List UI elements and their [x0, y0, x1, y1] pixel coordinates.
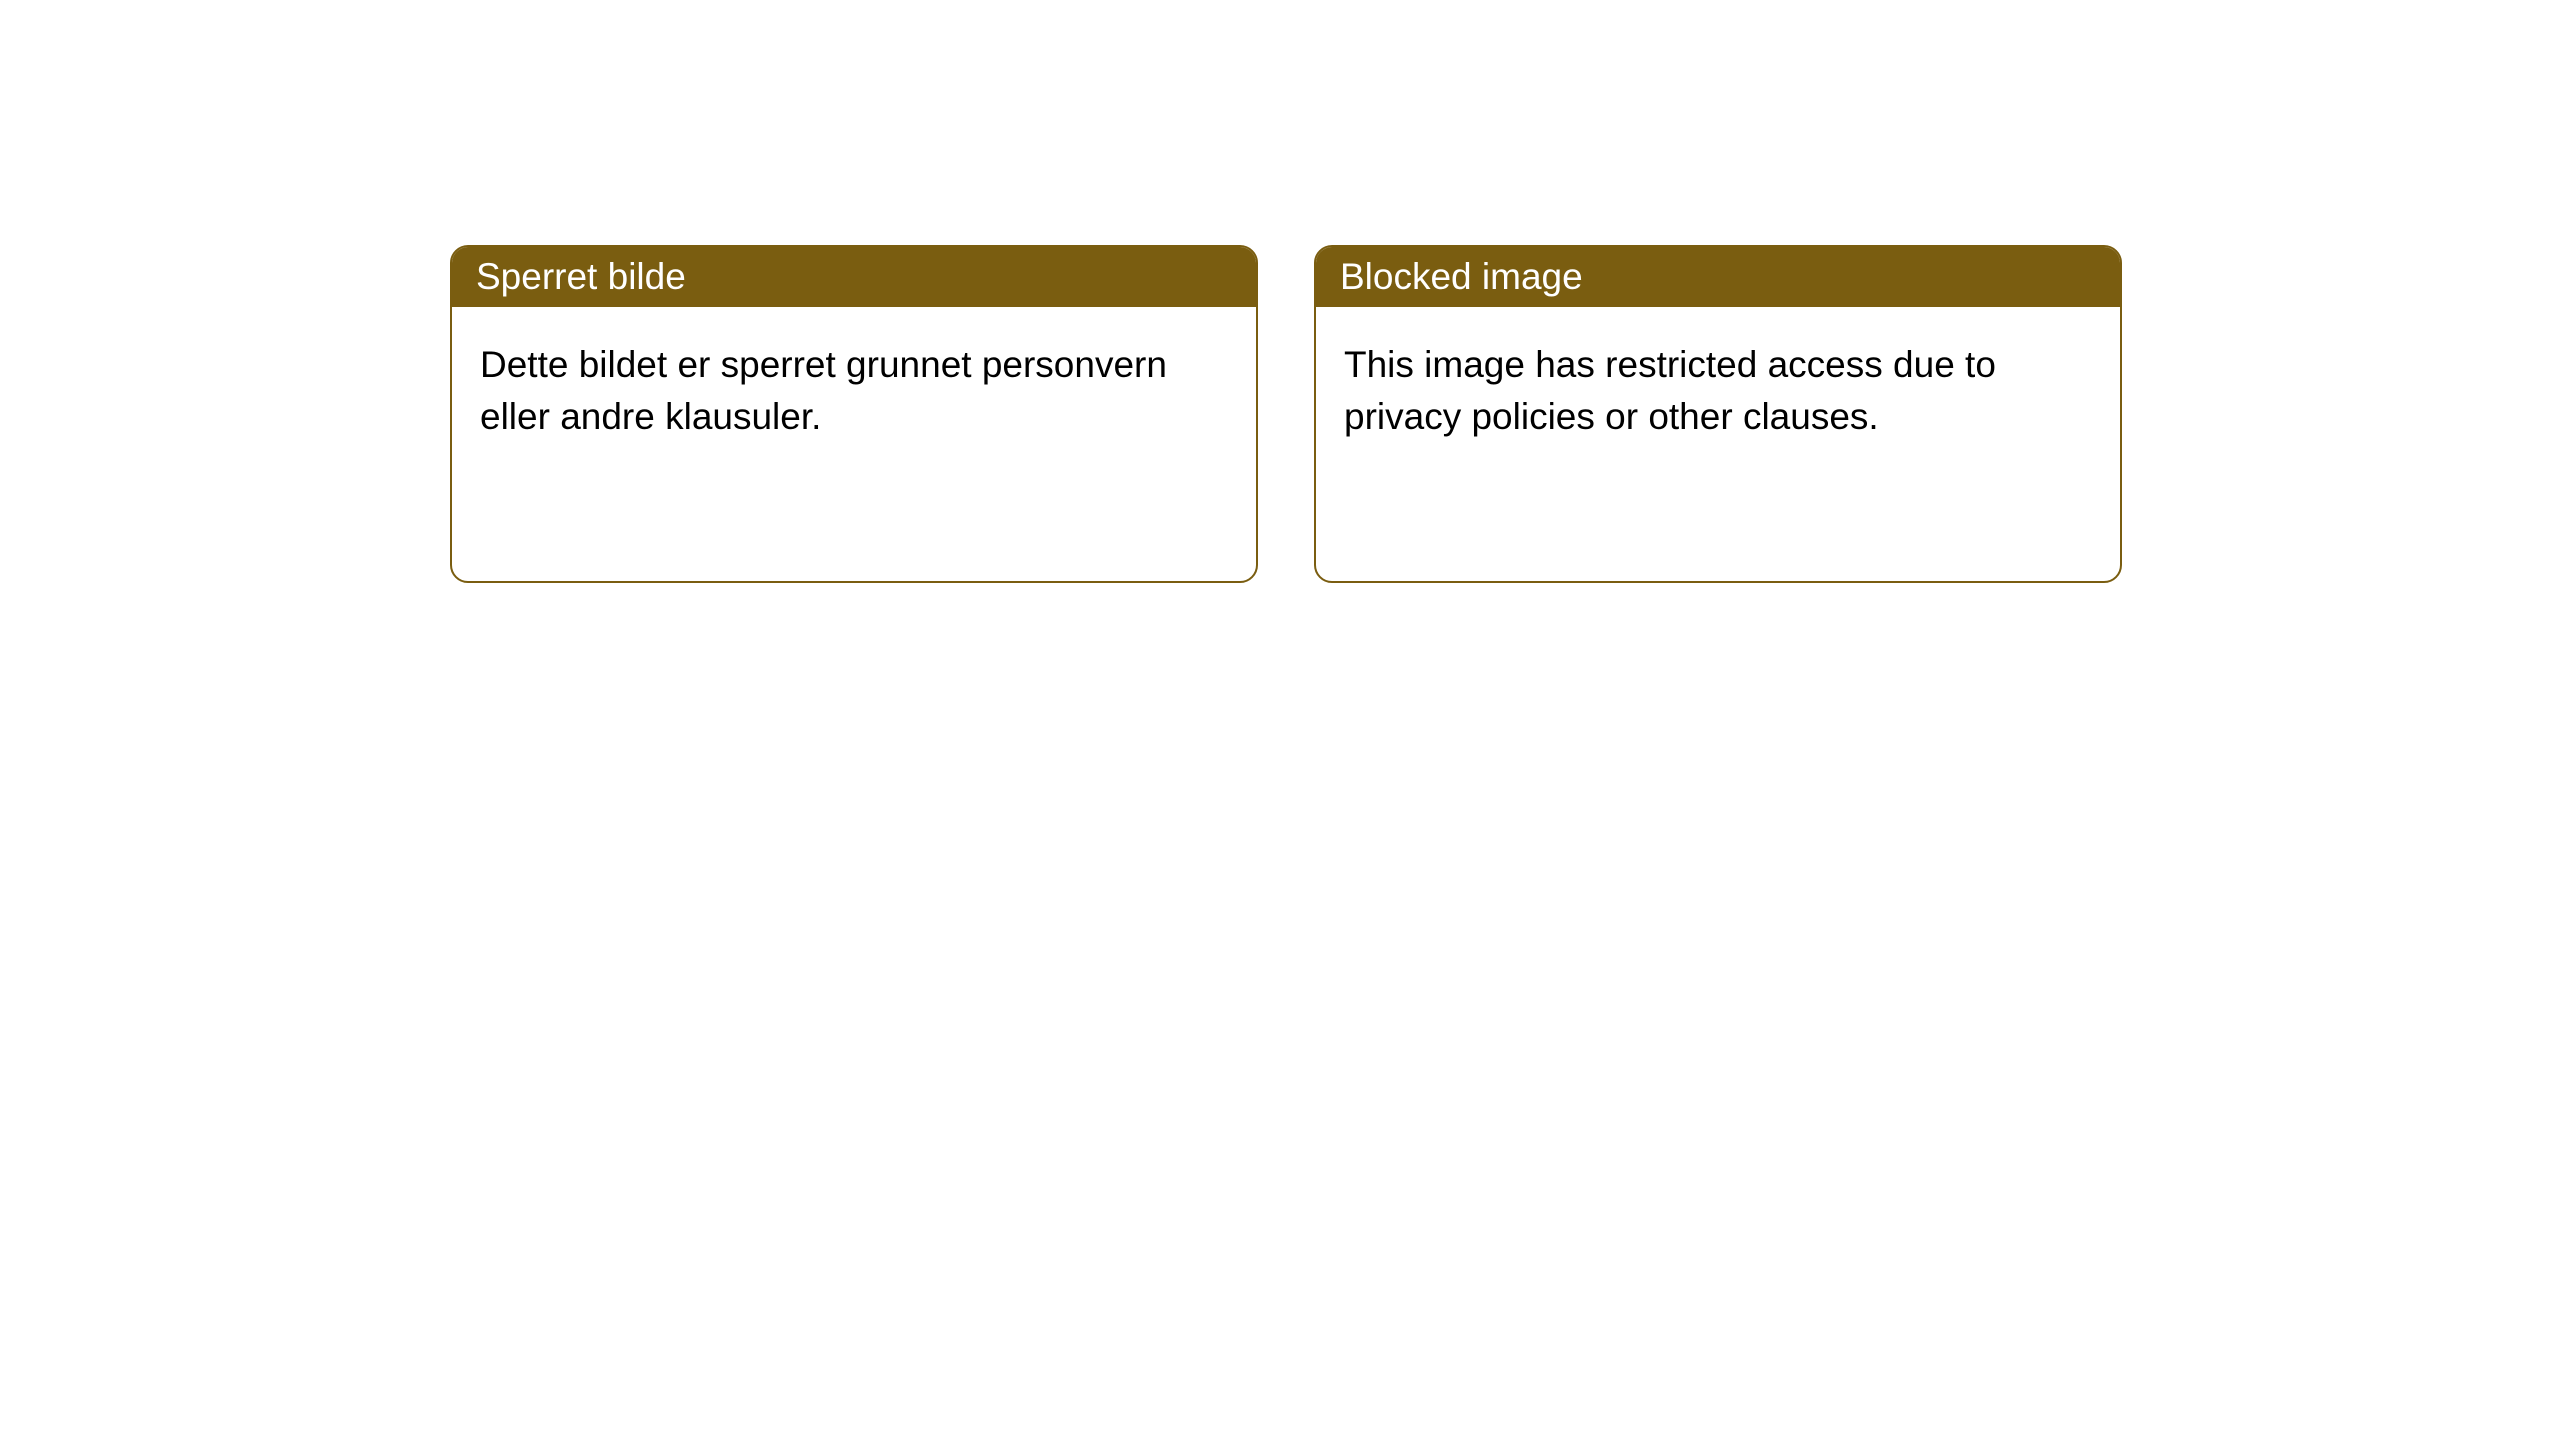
card-header: Sperret bilde	[452, 247, 1256, 307]
card-body-text: This image has restricted access due to …	[1344, 344, 1996, 437]
card-body: This image has restricted access due to …	[1316, 307, 2120, 475]
card-body: Dette bildet er sperret grunnet personve…	[452, 307, 1256, 475]
card-body-text: Dette bildet er sperret grunnet personve…	[480, 344, 1167, 437]
card-header: Blocked image	[1316, 247, 2120, 307]
card-header-text: Blocked image	[1340, 256, 1583, 298]
card-header-text: Sperret bilde	[476, 256, 686, 298]
notice-card-norwegian: Sperret bilde Dette bildet er sperret gr…	[450, 245, 1258, 583]
notice-container: Sperret bilde Dette bildet er sperret gr…	[0, 0, 2560, 583]
notice-card-english: Blocked image This image has restricted …	[1314, 245, 2122, 583]
